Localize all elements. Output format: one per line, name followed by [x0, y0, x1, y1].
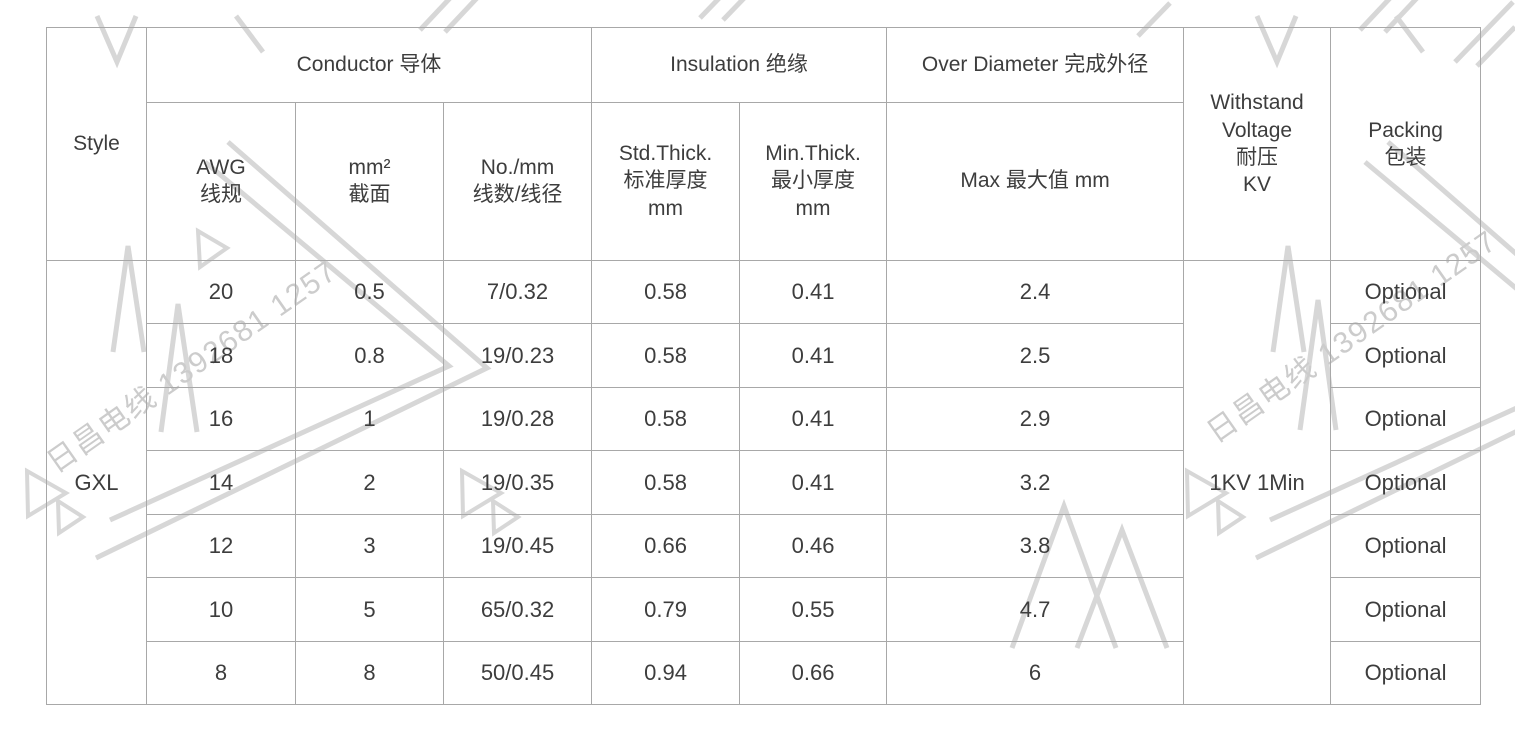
header-row-sub: AWG 线规 mm² 截面 No./mm 线数/线径 Std.Thick. 标准…: [47, 101, 1481, 261]
cell-packing: Optional: [1330, 577, 1482, 642]
cell-no-mm: 50/0.45: [442, 640, 593, 706]
cell-awg: 12: [146, 513, 296, 579]
cell-no-mm: 19/0.45: [442, 513, 593, 579]
cell-min-thick: 0.46: [739, 513, 888, 579]
cell-packing: Optional: [1330, 450, 1482, 515]
subheader-mm2: mm² 截面: [295, 101, 444, 261]
cell-min-thick: 0.41: [739, 259, 888, 325]
cell-no-mm: 19/0.23: [442, 323, 593, 388]
cell-awg: 18: [146, 323, 296, 388]
cell-min-thick: 0.66: [739, 640, 888, 706]
cell-std-thick: 0.94: [591, 640, 741, 706]
cell-voltage-value: 1KV 1Min: [1183, 259, 1332, 706]
cell-max: 3.8: [886, 513, 1185, 579]
cell-std-thick: 0.58: [591, 450, 741, 515]
cell-mm2: 0.8: [295, 323, 444, 388]
cell-std-thick: 0.58: [591, 386, 741, 452]
cell-packing: Optional: [1330, 259, 1482, 325]
cell-mm2: 0.5: [295, 259, 444, 325]
cell-mm2: 5: [295, 577, 444, 642]
cell-max: 2.9: [886, 386, 1185, 452]
cell-style-value: GXL: [46, 259, 147, 706]
watermark-line: [721, 0, 746, 22]
cell-no-mm: 19/0.28: [442, 386, 593, 452]
cell-max: 2.4: [886, 259, 1185, 325]
cell-max: 6: [886, 640, 1185, 706]
cell-packing: Optional: [1330, 513, 1482, 579]
subheader-no-mm: No./mm 线数/线径: [442, 101, 593, 261]
cell-std-thick: 0.58: [591, 259, 741, 325]
cell-no-mm: 19/0.35: [442, 450, 593, 515]
cell-min-thick: 0.41: [739, 386, 888, 452]
header-row-groups: Style Conductor 导体 Insulation 绝缘 Over Di…: [46, 27, 1482, 261]
cell-awg: 8: [146, 640, 296, 706]
cell-awg: 10: [146, 577, 296, 642]
cell-max: 2.5: [886, 323, 1185, 388]
cell-awg: 16: [146, 386, 296, 452]
table-row: 10 5 65/0.32 0.79 0.55 4.7 Optional: [47, 577, 1482, 642]
cell-min-thick: 0.41: [739, 450, 888, 515]
cell-packing: Optional: [1330, 386, 1482, 452]
cell-std-thick: 0.58: [591, 323, 741, 388]
subheader-min-thick: Min.Thick. 最小厚度 mm: [739, 101, 888, 261]
subheader-awg: AWG 线规: [146, 101, 296, 261]
subheader-std-thick: Std.Thick. 标准厚度 mm: [591, 101, 741, 261]
cell-mm2: 1: [295, 386, 444, 452]
cell-std-thick: 0.79: [591, 577, 741, 642]
cell-mm2: 3: [295, 513, 444, 579]
watermark-line: [698, 0, 721, 20]
table-row: 14 2 19/0.35 0.58 0.41 3.2 Optional: [47, 450, 1482, 515]
header-over-diameter: Over Diameter 完成外径: [886, 27, 1185, 103]
cell-awg: 14: [146, 450, 296, 515]
table-row: 8 8 50/0.45 0.94 0.66 6 Optional: [47, 640, 1482, 706]
header-conductor: Conductor 导体: [145, 27, 593, 103]
cell-packing: Optional: [1330, 640, 1482, 706]
header-packing: Packing 包装: [1330, 27, 1482, 261]
cell-no-mm: 65/0.32: [442, 577, 593, 642]
table-row: GXL 20 0.5 7/0.32 0.58 0.41 2.4 1KV 1Min…: [46, 259, 1482, 706]
cell-max: 3.2: [886, 450, 1185, 515]
cell-no-mm: 7/0.32: [442, 259, 593, 325]
cell-min-thick: 0.55: [739, 577, 888, 642]
cell-mm2: 2: [295, 450, 444, 515]
subheader-max: Max 最大值 mm: [886, 101, 1185, 261]
spec-table: Style Conductor 导体 Insulation 绝缘 Over Di…: [46, 27, 1482, 706]
watermark-line: [1475, 25, 1515, 68]
watermark-line: [418, 0, 452, 32]
watermark-line: [1358, 0, 1392, 32]
header-style: Style: [46, 27, 147, 261]
cell-packing: Optional: [1330, 323, 1482, 388]
cell-awg: 20: [146, 259, 296, 325]
cell-mm2: 8: [295, 640, 444, 706]
header-insulation: Insulation 绝缘: [591, 27, 888, 103]
cell-min-thick: 0.41: [739, 323, 888, 388]
cell-max: 4.7: [886, 577, 1185, 642]
header-withstand-voltage: Withstand Voltage 耐压 KV: [1183, 27, 1332, 261]
cell-std-thick: 0.66: [591, 513, 741, 579]
